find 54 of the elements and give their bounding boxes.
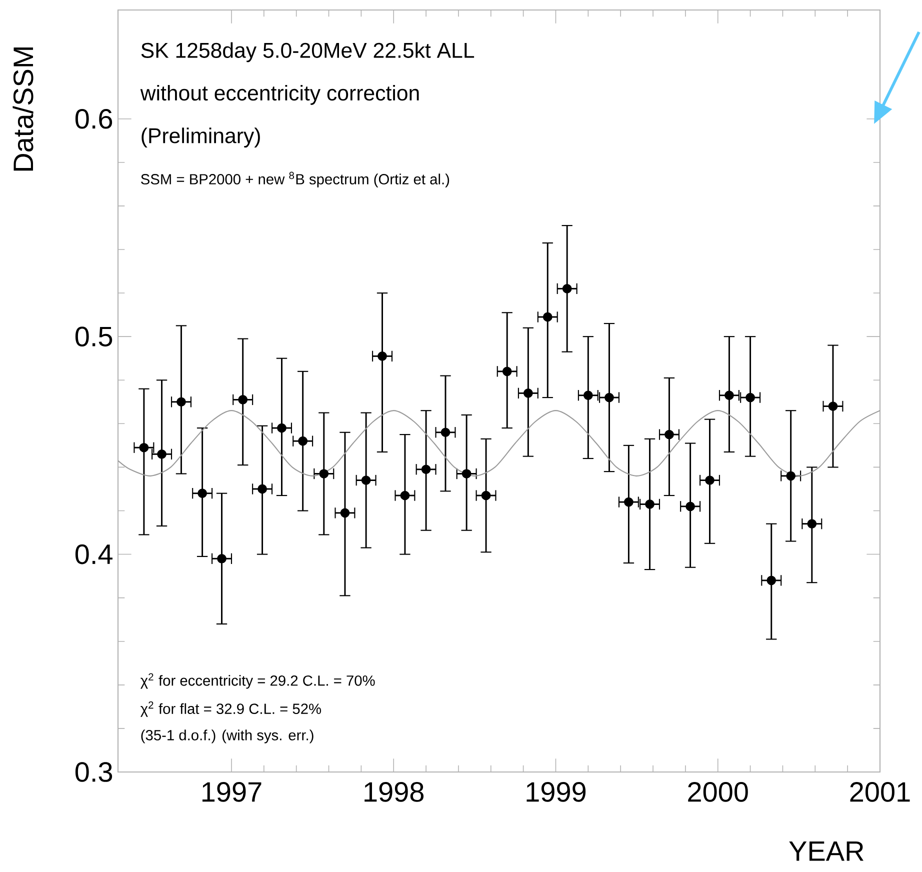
point — [786, 471, 796, 481]
point — [400, 490, 410, 500]
annotation: (35-1 d.o.f.) (with sys. err.) — [141, 730, 314, 744]
annotation: χ$^{2}$ for flat = 32.9 C.L. = 52% — [140, 701, 322, 717]
point — [583, 390, 593, 400]
y-tick-label: 0.5 — [75, 326, 112, 346]
point — [319, 469, 329, 478]
x-tick-label: 1999 — [526, 782, 586, 802]
point — [705, 476, 714, 485]
y-tick-label: 0.3 — [75, 762, 112, 782]
point — [157, 449, 166, 459]
point — [361, 476, 371, 485]
x-tick-label: 1997 — [202, 782, 262, 802]
point — [807, 519, 817, 528]
point — [340, 508, 350, 518]
point — [562, 284, 572, 294]
point — [198, 488, 207, 498]
point — [664, 430, 674, 440]
point — [238, 395, 248, 404]
point — [462, 469, 472, 478]
point — [421, 464, 431, 474]
point — [724, 390, 734, 400]
point — [524, 388, 533, 398]
point — [481, 490, 491, 500]
point — [440, 428, 450, 438]
point — [502, 366, 512, 376]
annotation: SK 1258day 5.0-20MeV 22.5kt ALL — [141, 42, 474, 62]
point — [828, 402, 838, 411]
point — [542, 312, 552, 322]
point — [277, 423, 286, 433]
point — [645, 500, 654, 509]
point — [139, 442, 149, 452]
y-tick-label: 0.4 — [75, 544, 112, 564]
point — [258, 484, 267, 494]
annotation: without eccentricity correction — [140, 84, 419, 105]
annotation: SSM = BP2000 + new $^{8}$B spectrum (Ortiz et al.) — [141, 172, 450, 188]
annotation: (Preliminary) — [142, 128, 260, 148]
x-tick-label: 2000 — [688, 782, 748, 802]
y-axis-title: Data/SSM — [12, 48, 34, 171]
line-series — [118, 410, 880, 476]
y-tick-label: 0.6 — [75, 108, 112, 129]
x-tick-label: 2001 — [850, 782, 910, 802]
point — [604, 392, 614, 402]
x-axis-title: YEAR — [789, 841, 864, 861]
point — [686, 502, 695, 512]
point — [766, 576, 776, 586]
point — [378, 351, 387, 361]
annotation: χ$^{2}$ for eccentricity = 29.2 C.L. = 70% — [140, 673, 375, 689]
point — [746, 392, 755, 402]
point — [298, 436, 308, 446]
point — [176, 397, 186, 407]
point — [624, 497, 634, 507]
x-tick-label: 1998 — [364, 782, 424, 802]
point — [217, 554, 226, 564]
